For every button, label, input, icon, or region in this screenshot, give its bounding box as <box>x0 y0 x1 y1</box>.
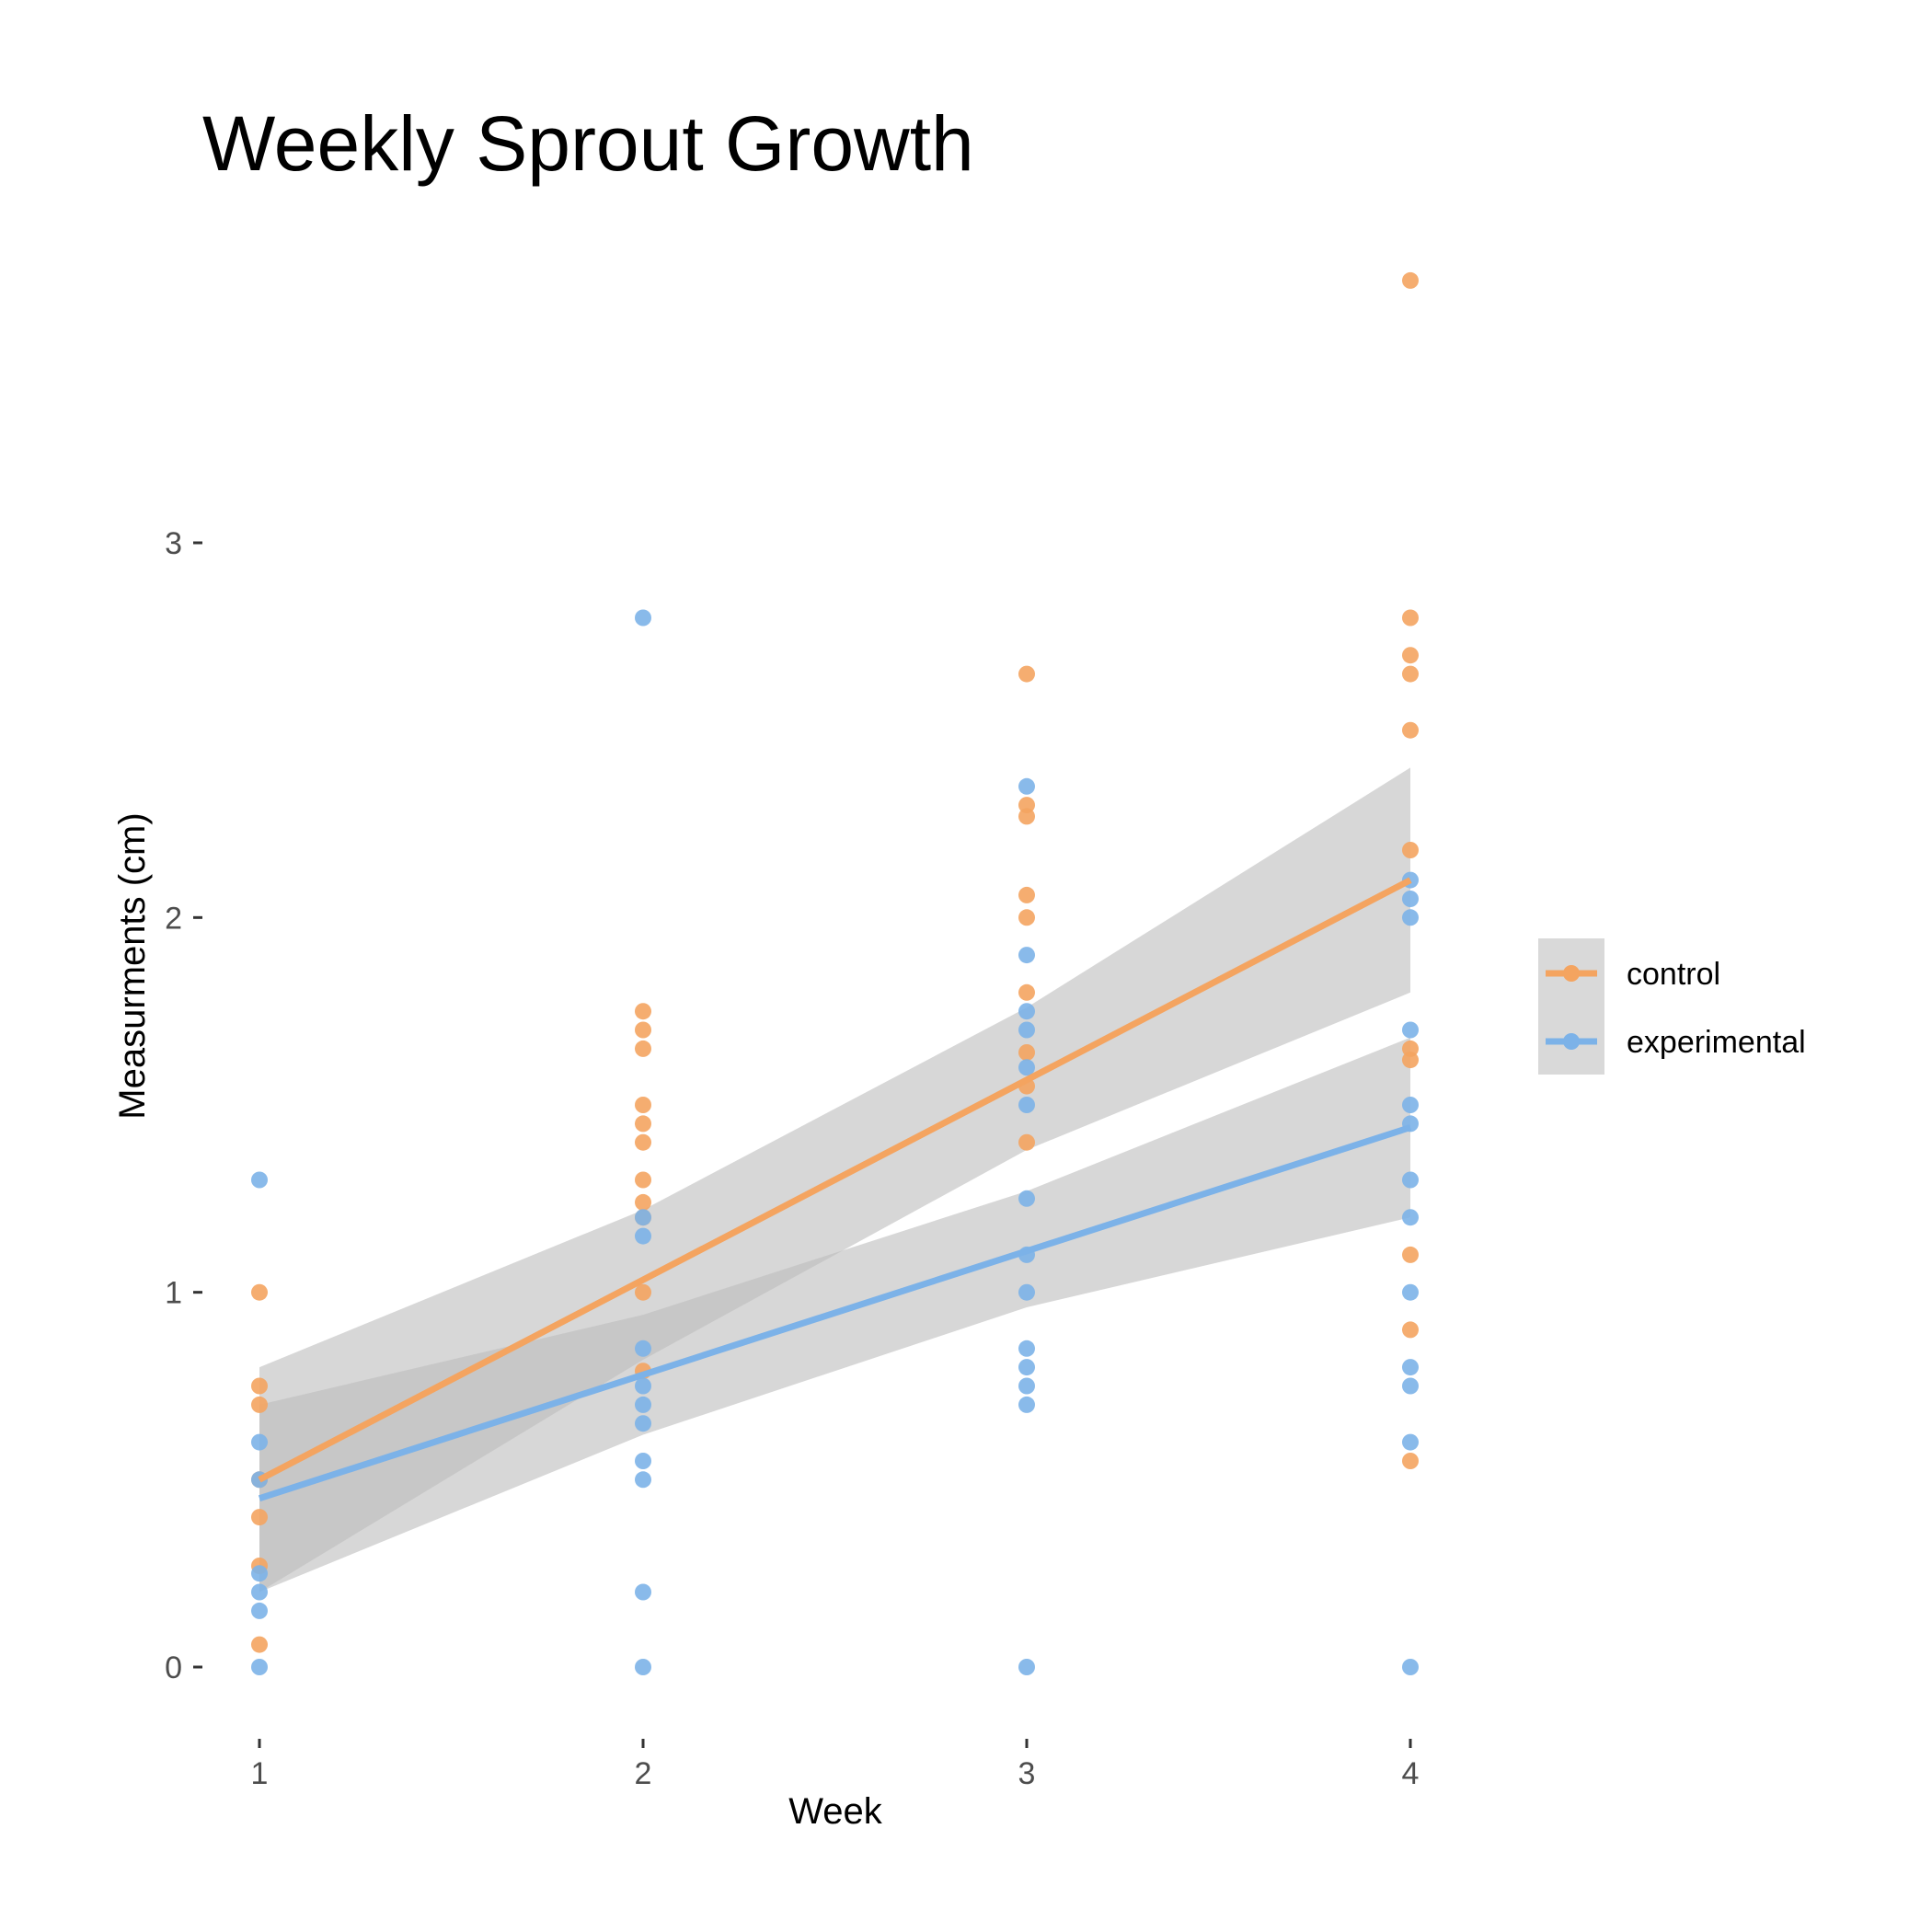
experimental-point <box>1018 1396 1035 1413</box>
experimental-point <box>1402 1209 1419 1226</box>
control-point <box>1402 665 1419 683</box>
legend-key-point-experimental <box>1563 1033 1580 1050</box>
control-point <box>635 1171 651 1189</box>
control-point <box>635 1040 651 1057</box>
trend-lines <box>258 877 1412 1502</box>
control-point <box>1018 797 1035 814</box>
experimental-point <box>1018 777 1035 795</box>
experimental-point <box>1402 1097 1419 1113</box>
experimental-point <box>1018 1283 1035 1301</box>
experimental-trend-line <box>258 1124 1412 1502</box>
legend-key-point-control <box>1563 965 1580 982</box>
experimental-point <box>1018 1003 1035 1020</box>
x-axis: 1 2 3 4 <box>251 1739 1420 1791</box>
y-axis-title: Measurments (cm) <box>112 812 153 1119</box>
control-point <box>251 1377 268 1395</box>
control-point <box>635 1133 651 1151</box>
x-tick-label: 2 <box>635 1756 652 1791</box>
x-axis-title: Week <box>788 1791 883 1832</box>
experimental-point <box>635 1209 651 1226</box>
experimental-point <box>635 1583 651 1601</box>
control-point <box>1402 1453 1419 1469</box>
experimental-point <box>635 1396 651 1413</box>
x-tick-label: 3 <box>1018 1756 1036 1791</box>
control-point <box>635 1193 651 1211</box>
y-axis: 0 1 2 3 <box>165 526 202 1685</box>
experimental-point <box>635 1453 651 1469</box>
control-point <box>1018 665 1035 683</box>
legend: control experimental <box>1538 938 1806 1075</box>
experimental-point <box>635 1340 651 1357</box>
experimental-point <box>1402 1021 1419 1039</box>
chart-title: Weekly Sprout Growth <box>202 100 974 187</box>
experimental-point <box>251 1171 268 1189</box>
x-tick-label: 1 <box>251 1756 269 1791</box>
legend-label-experimental: experimental <box>1627 1025 1806 1060</box>
experimental-point <box>635 609 651 627</box>
control-point <box>635 1003 651 1020</box>
experimental-point <box>635 1659 651 1675</box>
control-point <box>635 1021 651 1039</box>
control-point <box>1402 609 1419 627</box>
experimental-point <box>635 1471 651 1489</box>
experimental-point <box>251 1433 268 1451</box>
control-point <box>1402 271 1419 289</box>
experimental-point <box>1018 1021 1035 1039</box>
experimental-point <box>1018 1340 1035 1357</box>
control-point <box>1402 842 1419 858</box>
experimental-point <box>1402 1433 1419 1451</box>
experimental-point <box>1018 1190 1035 1207</box>
control-point <box>251 1636 268 1653</box>
control-point <box>251 1283 268 1301</box>
control-point <box>1018 1044 1035 1061</box>
y-tick-label: 1 <box>165 1276 182 1311</box>
experimental-point <box>1018 1059 1035 1076</box>
experimental-point <box>1402 1171 1419 1189</box>
experimental-point <box>635 1377 651 1395</box>
experimental-point <box>1402 1359 1419 1376</box>
control-point <box>1018 886 1035 903</box>
control-point <box>1018 808 1035 825</box>
control-point <box>251 1509 268 1526</box>
control-point <box>1402 1052 1419 1069</box>
control-point <box>1402 1321 1419 1339</box>
control-point <box>1018 983 1035 1001</box>
data-points <box>251 271 1419 1675</box>
legend-label-control: control <box>1627 957 1720 992</box>
experimental-point <box>1018 1359 1035 1376</box>
experimental-point <box>1402 1377 1419 1395</box>
control-point <box>1018 909 1035 926</box>
experimental-point <box>251 1659 268 1675</box>
experimental-point <box>1018 1377 1035 1395</box>
experimental-point <box>251 1602 268 1619</box>
experimental-point <box>635 1415 651 1432</box>
control-point <box>1402 647 1419 664</box>
control-point <box>1402 721 1419 739</box>
experimental-point <box>1018 947 1035 964</box>
control-point <box>635 1097 651 1113</box>
control-point <box>1018 1133 1035 1151</box>
y-tick-label: 0 <box>165 1650 182 1685</box>
control-point <box>1402 1246 1419 1263</box>
experimental-point <box>1402 1659 1419 1675</box>
control-point <box>635 1115 651 1133</box>
y-tick-label: 3 <box>165 526 182 561</box>
x-tick-label: 4 <box>1402 1756 1420 1791</box>
experimental-point <box>251 1565 268 1582</box>
control-point <box>635 1283 651 1301</box>
control-point <box>251 1396 268 1413</box>
y-tick-label: 2 <box>165 901 182 936</box>
experimental-point <box>251 1583 268 1601</box>
experimental-point <box>1402 1283 1419 1301</box>
control-trend-line <box>258 877 1412 1483</box>
experimental-point <box>635 1227 651 1245</box>
experimental-point <box>1402 891 1419 907</box>
experimental-point <box>1018 1097 1035 1113</box>
experimental-point <box>1018 1659 1035 1675</box>
experimental-point <box>1402 909 1419 926</box>
